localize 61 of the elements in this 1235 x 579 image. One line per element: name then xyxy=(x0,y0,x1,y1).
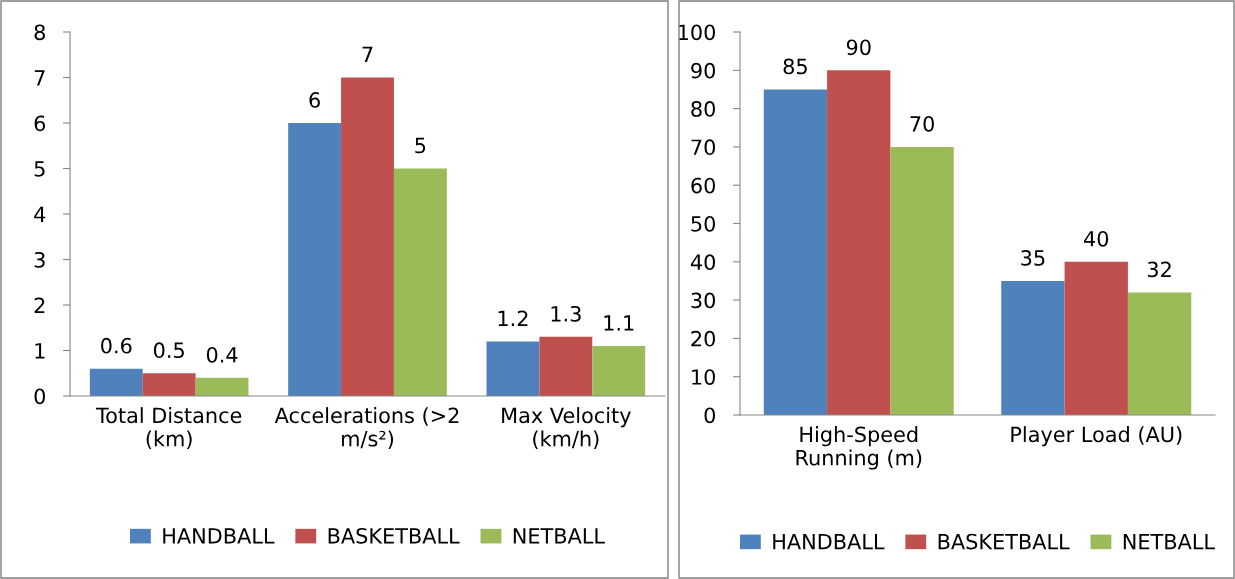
bar xyxy=(827,70,891,415)
data-label: 70 xyxy=(910,115,934,132)
data-label: 6 xyxy=(309,92,320,108)
legend-label: BASKETBALL xyxy=(328,527,460,544)
legend-label: HANDBALL xyxy=(163,528,275,544)
data-label: 1.2 xyxy=(498,310,528,326)
data-label: 0.5 xyxy=(153,342,184,359)
data-label: 85 xyxy=(783,58,807,75)
y-tick-label: 70 xyxy=(691,139,716,156)
bar xyxy=(142,373,196,396)
x-tick-label: Total Distance (km) xyxy=(95,407,242,450)
y-tick-label: 6 xyxy=(34,115,46,132)
y-tick-label: 2 xyxy=(34,297,45,313)
bar xyxy=(341,77,394,396)
data-label: 1.1 xyxy=(604,315,634,331)
data-label: 40 xyxy=(1084,230,1109,247)
y-tick-label: 100 xyxy=(678,24,715,41)
y-tick-label: 20 xyxy=(691,330,716,347)
x-tick-label: Player Load (AU) xyxy=(1011,426,1182,447)
data-label: 0.4 xyxy=(206,346,238,363)
y-tick-label: 50 xyxy=(691,215,716,232)
bar xyxy=(1127,292,1192,415)
data-label: 35 xyxy=(1021,250,1045,266)
y-tick-label: 1 xyxy=(35,343,45,359)
x-tick-label: Accelerations (>2 m/s²) xyxy=(274,407,459,450)
bar xyxy=(1064,261,1128,415)
data-label: 7 xyxy=(362,46,373,63)
y-tick-label: 60 xyxy=(691,177,716,194)
y-tick-label: 0 xyxy=(34,388,46,405)
bar xyxy=(288,123,342,396)
y-tick-label: 5 xyxy=(34,161,45,177)
bar xyxy=(763,89,828,415)
legend-label: NETBALL xyxy=(513,528,605,544)
y-tick-label: 40 xyxy=(690,254,716,271)
y-tick-label: 90 xyxy=(691,62,716,79)
y-tick-label: 10 xyxy=(692,369,716,385)
bar xyxy=(89,368,143,396)
y-tick-label: 8 xyxy=(34,24,45,41)
data-label: 0.6 xyxy=(101,337,132,354)
y-tick-label: 80 xyxy=(691,101,716,117)
legend-label: HANDBALL xyxy=(773,533,885,550)
bar xyxy=(592,345,646,396)
x-tick-label: Max Velocity (km/h) xyxy=(502,407,631,450)
bar xyxy=(890,146,954,415)
legend-label: BASKETBALL xyxy=(938,533,1070,550)
bar xyxy=(539,336,593,396)
y-tick-label: 4 xyxy=(34,206,46,222)
data-label: 1.3 xyxy=(551,305,581,322)
data-label: 90 xyxy=(846,39,871,56)
data-label: 32 xyxy=(1147,261,1171,278)
legend-label: NETBALL xyxy=(1123,533,1215,550)
bar xyxy=(486,341,540,396)
x-tick-label: High-Speed Running (m) xyxy=(796,426,922,470)
bar xyxy=(393,168,447,396)
y-tick-label: 7 xyxy=(34,70,45,86)
y-tick-label: 3 xyxy=(34,251,45,268)
y-tick-label: 0 xyxy=(704,407,716,424)
y-tick-label: 30 xyxy=(691,292,716,309)
bar xyxy=(195,377,249,396)
bar xyxy=(1001,280,1065,415)
data-label: 5 xyxy=(415,137,426,154)
